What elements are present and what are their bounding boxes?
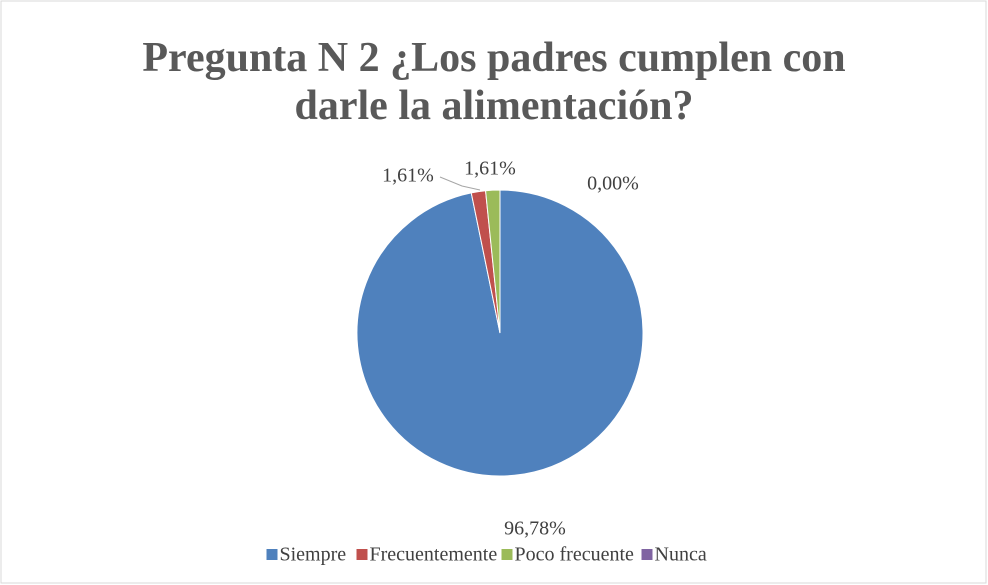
- data-label: 0,00%: [587, 173, 639, 195]
- pie-slice: [356, 189, 644, 477]
- legend-label: Poco frecuente: [515, 544, 635, 566]
- legend-swatch: [501, 549, 513, 560]
- legend-label: Nunca: [655, 544, 707, 566]
- legend-swatch: [266, 549, 278, 560]
- legend-swatch: [641, 549, 653, 560]
- data-label: 1,61%: [464, 158, 516, 180]
- legend-label: Frecuentemente: [370, 544, 498, 566]
- leader-line: [439, 176, 481, 191]
- legend-label: Siempre: [280, 544, 347, 566]
- data-label: 96,78%: [504, 518, 566, 540]
- chart-title: Pregunta N 2 ¿Los padres cumplen con dar…: [142, 35, 846, 129]
- legend-swatch: [356, 549, 368, 560]
- data-label: 1,61%: [382, 165, 434, 187]
